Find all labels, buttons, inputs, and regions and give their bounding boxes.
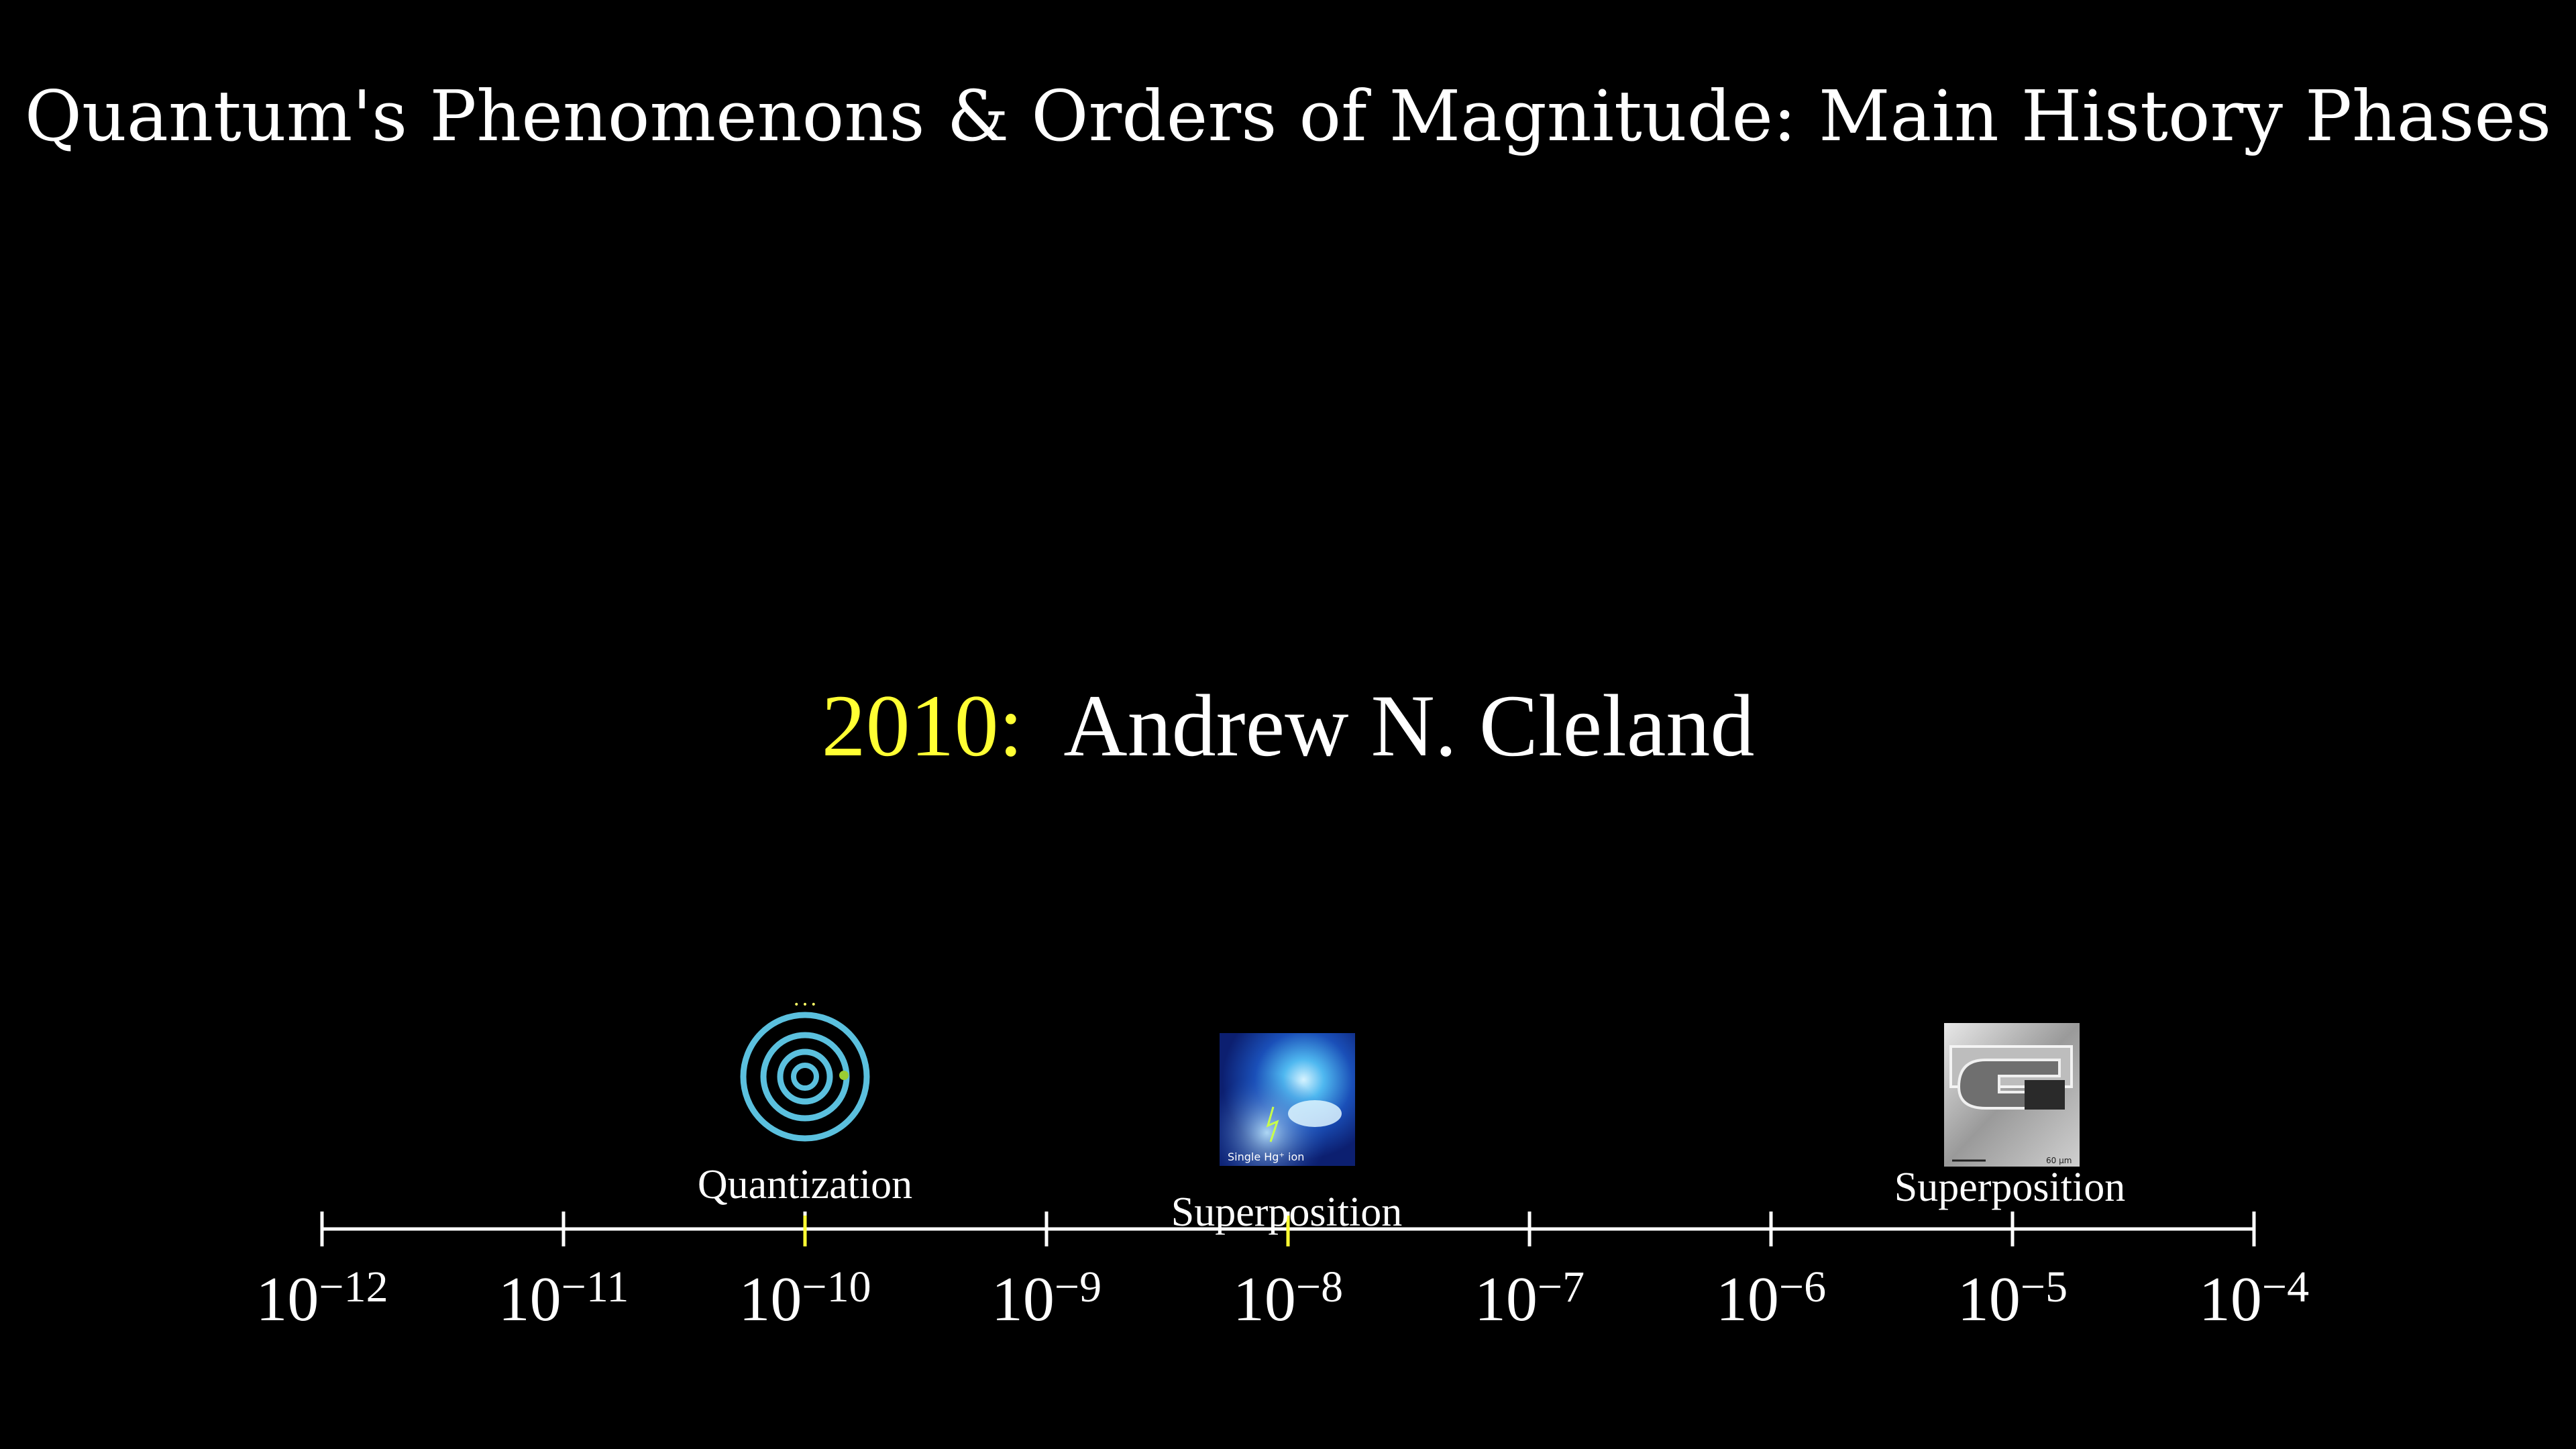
axis-tick-label: 10−5 [1957, 1263, 2068, 1334]
page-title: Quantum's Phenomenons & Orders of Magnit… [24, 75, 2552, 157]
axis-tick-label: 10−9 [991, 1263, 1102, 1334]
marker-superposition-resonator: 60 µm Superposition [1894, 1023, 2125, 1210]
svg-text:• • •: • • • [794, 1000, 816, 1010]
axis-tick-label: 10−4 [2199, 1263, 2309, 1334]
headline-year: 2010: [821, 676, 1024, 775]
axis-tick-label: 10−8 [1233, 1263, 1343, 1334]
axis-tick-label: 10−10 [739, 1263, 871, 1334]
axis-tick-label: 10−11 [498, 1263, 629, 1334]
resonator-image-caption: 60 µm [2046, 1156, 2072, 1165]
ion-image-caption: Single Hg⁺ ion [1228, 1150, 1304, 1163]
headline-person: Andrew N. Cleland [1063, 676, 1755, 775]
atom-orbits-icon: • • • [740, 1000, 870, 1142]
axis-tick-label: 10−12 [256, 1263, 388, 1334]
marker-superposition-ion: Single Hg⁺ ion Superposition [1171, 1033, 1402, 1235]
marker-label: Superposition [1171, 1189, 1402, 1235]
marker-label: Quantization [698, 1162, 912, 1208]
marker-label: Superposition [1894, 1165, 2125, 1210]
axis-tick-label: 10−7 [1474, 1263, 1585, 1334]
axis-tick-label: 10−6 [1716, 1263, 1826, 1334]
mechanical-resonator-image: 60 µm [1944, 1023, 2080, 1167]
marker-quantization: • • • Quantization [698, 1000, 912, 1208]
single-ion-image: Single Hg⁺ ion [1220, 1033, 1355, 1166]
headline: 2010: Andrew N. Cleland [0, 674, 2576, 777]
